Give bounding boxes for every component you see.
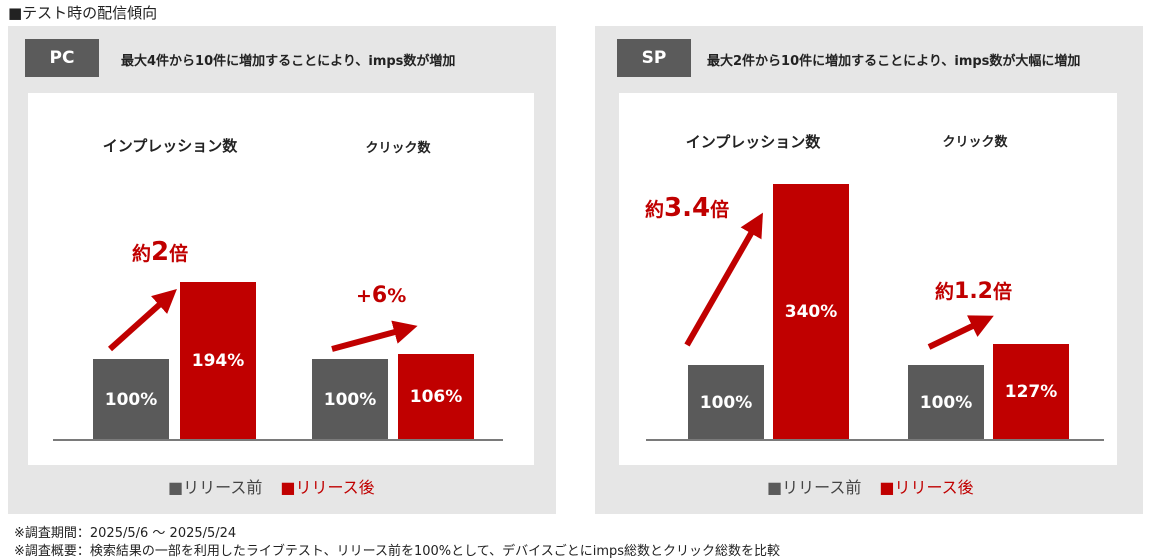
plot-area: 100% 194% 100% 106% <box>53 193 503 441</box>
bar-impressions-before: 100% <box>93 359 169 440</box>
legend: ■リリース前 ■リリース後 <box>767 474 974 498</box>
bar-clicks-before: 100% <box>312 359 388 440</box>
bar-impressions-after: 340% <box>773 184 849 440</box>
annotation-impressions: 約2倍 <box>132 237 189 267</box>
arrow-clicks <box>927 315 994 350</box>
bar-clicks-after: 106% <box>398 354 474 440</box>
bar-impressions-before: 100% <box>688 365 764 440</box>
annotation-clicks: +6% <box>356 283 407 308</box>
growth-arrows <box>684 212 994 350</box>
pc-badge: PC <box>25 39 99 77</box>
category-label-clicks: クリック数 <box>365 141 431 156</box>
pc-panel: PC 最大4件から10件に増加することにより、imps数が増加 インプレッション… <box>8 26 556 514</box>
legend-label-after: リリース後 <box>894 478 974 497</box>
legend-swatch-after: ■ <box>280 478 296 497</box>
legend-label-after: リリース後 <box>295 478 375 497</box>
growth-arrows <box>107 288 418 352</box>
annotation-clicks: 約1.2倍 <box>935 279 1013 304</box>
bar-impressions-after: 194% <box>180 282 256 440</box>
note-survey-overview: ※調査概要：検索結果の一部を利用したライブテスト、リリース前を100%として、デ… <box>14 544 781 559</box>
baseline <box>646 439 1104 441</box>
note-survey-period: ※調査期間：2025/5/6 〜 2025/5/24 <box>14 526 237 541</box>
bar-clicks-before: 100% <box>908 365 984 440</box>
plot-area: 100% 340% 100% 127% <box>646 184 1104 441</box>
annotation-impressions: 約3.4倍 <box>645 193 730 223</box>
pc-subtitle: 最大4件から10件に増加することにより、imps数が増加 <box>121 54 456 69</box>
bar-clicks-after: 127% <box>993 344 1069 440</box>
sp-subtitle: 最大2件から10件に増加することにより、imps数が大幅に増加 <box>707 54 1081 69</box>
legend-swatch-after: ■ <box>879 478 895 497</box>
sp-chart-area: インプレッション数 クリック数 約3.4倍 約1.2倍 100% 340% 10… <box>619 93 1117 465</box>
category-label-impressions: インプレッション数 <box>685 133 821 151</box>
sp-badge: SP <box>617 39 691 77</box>
legend: ■リリース前 ■リリース後 <box>168 474 375 498</box>
sp-panel: SP 最大2件から10件に増加することにより、imps数が大幅に増加 インプレッ… <box>595 26 1143 514</box>
category-label-impressions: インプレッション数 <box>102 137 238 155</box>
legend-label-before: リリース前 <box>782 478 862 497</box>
category-label-clicks: クリック数 <box>942 135 1008 150</box>
legend-label-before: リリース前 <box>183 478 263 497</box>
page-title: ■テスト時の配信傾向 <box>8 4 158 22</box>
arrow-impressions <box>107 288 177 352</box>
baseline <box>53 439 503 441</box>
legend-swatch-before: ■ <box>168 478 184 497</box>
arrow-clicks <box>331 320 418 352</box>
arrow-impressions <box>684 212 763 347</box>
legend-swatch-before: ■ <box>767 478 783 497</box>
pc-chart-area: インプレッション数 クリック数 約2倍 +6% 100% 194% 100% 1… <box>28 93 534 465</box>
